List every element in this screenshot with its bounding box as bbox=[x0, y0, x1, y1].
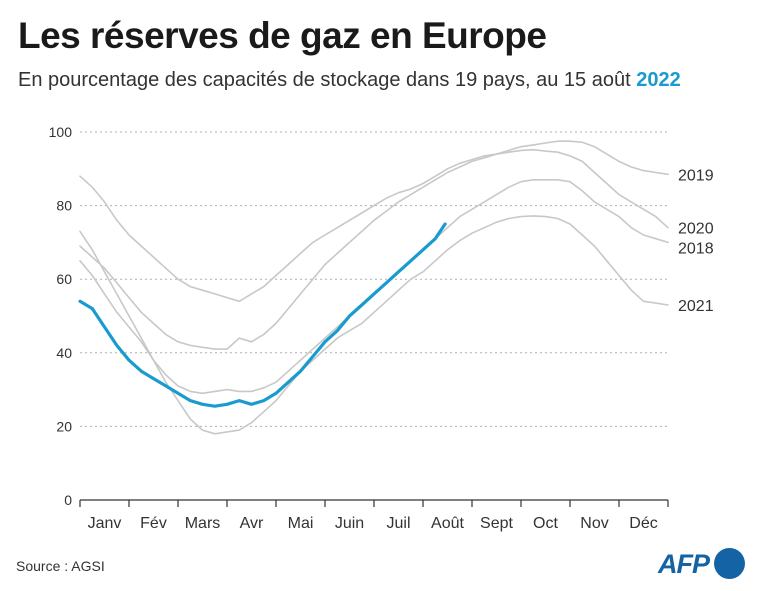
axis-layer: 0 20 40 60 80 100 Janv Fév Mars Avr Mai Juin Juil Aoû… bbox=[49, 124, 669, 532]
grid-layer bbox=[80, 131, 668, 427]
source-note: Source : AGSI bbox=[16, 558, 105, 574]
y-tick-label: 60 bbox=[56, 271, 72, 287]
series-line-2019 bbox=[79, 140, 669, 350]
subtitle-year: 2022 bbox=[636, 69, 681, 91]
y-tick-label: 100 bbox=[49, 124, 73, 140]
x-tick-label: Fév bbox=[140, 515, 167, 532]
x-tick-label: Nov bbox=[580, 515, 608, 532]
series-line-2020 bbox=[79, 148, 669, 303]
series-label-2018: 2018 bbox=[678, 241, 714, 258]
series-label-2020: 2020 bbox=[678, 221, 714, 238]
x-tick-label: Janv bbox=[88, 515, 122, 532]
logo-dot-icon bbox=[714, 548, 745, 579]
logo-text: AFP bbox=[658, 549, 710, 579]
series-label-2019: 2019 bbox=[678, 167, 714, 184]
series-layer bbox=[78, 140, 669, 435]
x-tick-label: Août bbox=[431, 515, 464, 532]
y-tick-label: 80 bbox=[56, 198, 72, 214]
series-line-2018 bbox=[79, 179, 669, 395]
x-tick-label: Oct bbox=[533, 515, 558, 532]
x-tick-label: Juin bbox=[335, 515, 364, 532]
label-layer: 2019 2020 2018 2021 bbox=[678, 167, 714, 315]
x-tick-label: Mars bbox=[185, 515, 221, 532]
series-line-2022 bbox=[78, 222, 447, 408]
y-tick-label: 40 bbox=[56, 345, 72, 361]
x-tick-label: Sept bbox=[480, 515, 513, 532]
x-tick-label: Déc bbox=[629, 515, 657, 532]
series-label-2021: 2021 bbox=[678, 298, 714, 315]
x-tick-label: Avr bbox=[240, 515, 264, 532]
afp-logo: AFP bbox=[658, 547, 748, 581]
x-tick-label: Juil bbox=[386, 515, 410, 532]
y-tick-label: 20 bbox=[56, 418, 72, 434]
subtitle-text: En pourcentage des capacités de stockage… bbox=[18, 69, 637, 91]
chart-title: Les réserves de gaz en Europe bbox=[18, 15, 547, 56]
chart-subtitle: En pourcentage des capacités de stockage… bbox=[18, 68, 681, 92]
x-tick-label: Mai bbox=[288, 515, 314, 532]
y-tick-label: 0 bbox=[64, 492, 72, 508]
series-line-2021 bbox=[79, 215, 669, 435]
